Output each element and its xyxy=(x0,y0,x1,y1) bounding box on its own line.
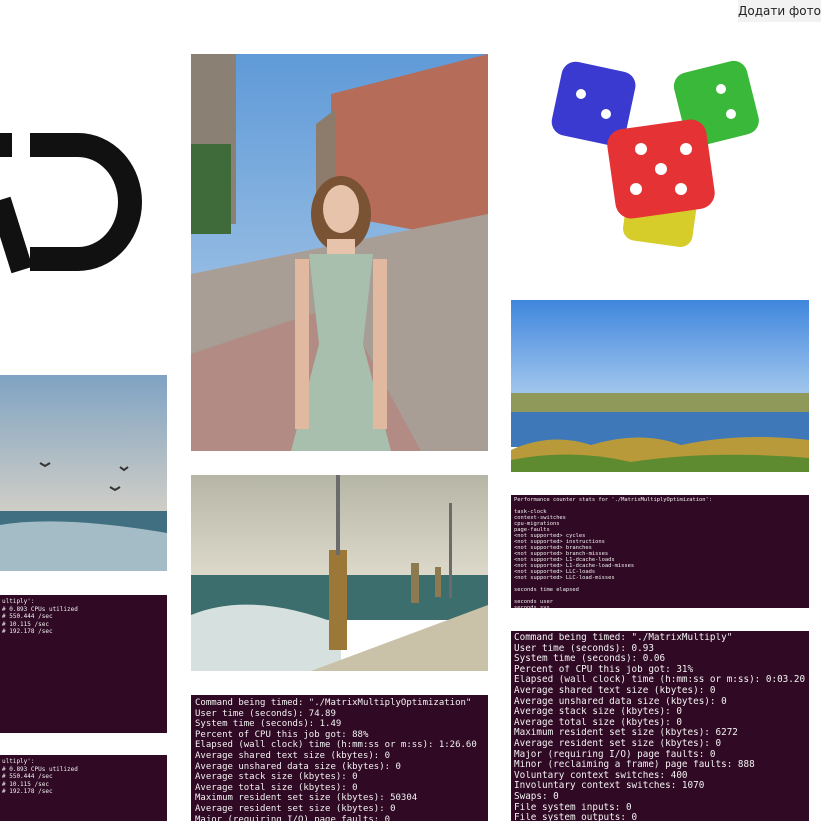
terminal-line: seconds time elapsed xyxy=(514,587,579,593)
terminal-line: page-faults xyxy=(514,527,550,533)
terminal-line: ultiply': xyxy=(2,598,35,605)
terminal-line: Average resident set size (kbytes): 0 xyxy=(514,738,722,749)
photo-river[interactable] xyxy=(511,300,809,472)
terminal-line: Average shared text size (kbytes): 0 xyxy=(195,750,391,761)
terminal-line: context-switches xyxy=(514,515,566,521)
terminal-line: # 0.893 CPUs utilized xyxy=(2,765,78,773)
terminal-line: Average total size (kbytes): 0 xyxy=(195,782,358,793)
terminal-line: Minor (reclaiming a frame) page faults: … xyxy=(514,760,755,771)
terminal-line: <not supported> branch-misses xyxy=(514,551,609,557)
terminal-line: Swaps: 0 xyxy=(514,791,559,802)
terminal-screenshot[interactable]: ultiply': # 0.893 CPUs utilized # 550.444 … xyxy=(0,755,167,821)
terminal-line: seconds user xyxy=(514,599,553,605)
photo-sea-birds[interactable] xyxy=(0,375,167,571)
terminal-line: Elapsed (wall clock) time (h:mm:ss or m:… xyxy=(195,740,477,751)
terminal-line: Average stack size (kbytes): 0 xyxy=(195,772,358,783)
terminal-line: User time (seconds): 0.93 xyxy=(514,643,654,654)
terminal-line: User time (seconds): 74.89 xyxy=(195,708,336,719)
terminal-screenshot[interactable]: Performance counter stats for './MatrixM… xyxy=(511,495,809,608)
add-photo-button[interactable]: Додати фото xyxy=(738,0,821,22)
terminal-line: <not supported> LLC-load-misses xyxy=(514,575,615,581)
terminal-line: <not supported> branches xyxy=(514,545,592,551)
terminal-line: Performance counter stats for './MatrixM… xyxy=(514,497,712,503)
terminal-line: task-clock xyxy=(514,509,547,515)
terminal-line: ultiply': xyxy=(2,758,35,765)
terminal-line: <not supported> LLC-loads xyxy=(514,569,596,575)
terminal-line: # 10.115 /sec xyxy=(2,620,49,628)
terminal-line: Percent of CPU this job got: 31% xyxy=(514,664,694,675)
terminal-line: System time (seconds): 1.49 xyxy=(195,719,342,730)
photo-girl[interactable] xyxy=(191,54,488,451)
terminal-line: <not supported> L1-dcache-loads xyxy=(514,557,615,563)
terminal-screenshot[interactable]: Command being timed: "./MatrixMultiply" U… xyxy=(511,631,809,821)
terminal-line: Voluntary context switches: 400 xyxy=(514,770,688,781)
terminal-screenshot[interactable]: ultiply': # 0.893 CPUs utilized # 550.444 … xyxy=(0,595,167,733)
photo-dice[interactable] xyxy=(511,54,809,276)
terminal-line: # 10.115 /sec xyxy=(2,780,49,788)
terminal-line: Average unshared data size (kbytes): 0 xyxy=(195,761,401,772)
terminal-line: cpu-migrations xyxy=(514,521,560,527)
terminal-line: <not supported> cycles xyxy=(514,533,586,539)
terminal-line: Command being timed: "./MatrixMultiplyOp… xyxy=(195,698,472,708)
terminal-line: <not supported> L1-dcache-load-misses xyxy=(514,563,635,569)
terminal-line: <not supported> instructions xyxy=(514,539,605,545)
terminal-line: Average stack size (kbytes): 0 xyxy=(514,707,682,718)
terminal-line: # 0.893 CPUs utilized xyxy=(2,605,78,613)
terminal-line: Command being timed: "./MatrixMultiply" xyxy=(514,633,733,643)
terminal-line: Average total size (kbytes): 0 xyxy=(514,717,682,728)
terminal-line: # 550.444 /sec xyxy=(2,773,53,780)
terminal-line: File system inputs: 0 xyxy=(514,802,632,813)
terminal-line: Average unshared data size (kbytes): 0 xyxy=(514,696,727,707)
terminal-line: Major (requiring I/O) page faults: 0 xyxy=(195,814,391,821)
terminal-line: Major (requiring I/O) page faults: 0 xyxy=(514,749,716,760)
terminal-line: Involuntary context switches: 1070 xyxy=(514,781,705,792)
terminal-line: File system outputs: 0 xyxy=(514,813,638,821)
terminal-line: # 192.178 /sec xyxy=(2,788,53,795)
terminal-line: Average shared text size (kbytes): 0 xyxy=(514,685,716,696)
terminal-line: Average resident set size (kbytes): 0 xyxy=(195,803,396,814)
terminal-line: # 550.444 /sec xyxy=(2,613,53,620)
terminal-line: seconds sys xyxy=(514,605,550,608)
terminal-line: Percent of CPU this job got: 88% xyxy=(195,729,369,740)
terminal-screenshot[interactable]: Command being timed: "./MatrixMultiplyOp… xyxy=(191,695,488,821)
terminal-line: Elapsed (wall clock) time (h:mm:ss or m:… xyxy=(514,675,806,686)
terminal-line: System time (seconds): 0.06 xyxy=(514,654,666,665)
photo-pier[interactable] xyxy=(191,475,488,671)
photo-logo[interactable] xyxy=(0,100,167,290)
terminal-line: Maximum resident set size (kbytes): 6272 xyxy=(514,728,738,739)
terminal-line: Maximum resident set size (kbytes): 5030… xyxy=(195,793,418,804)
terminal-line: # 192.178 /sec xyxy=(2,628,53,635)
